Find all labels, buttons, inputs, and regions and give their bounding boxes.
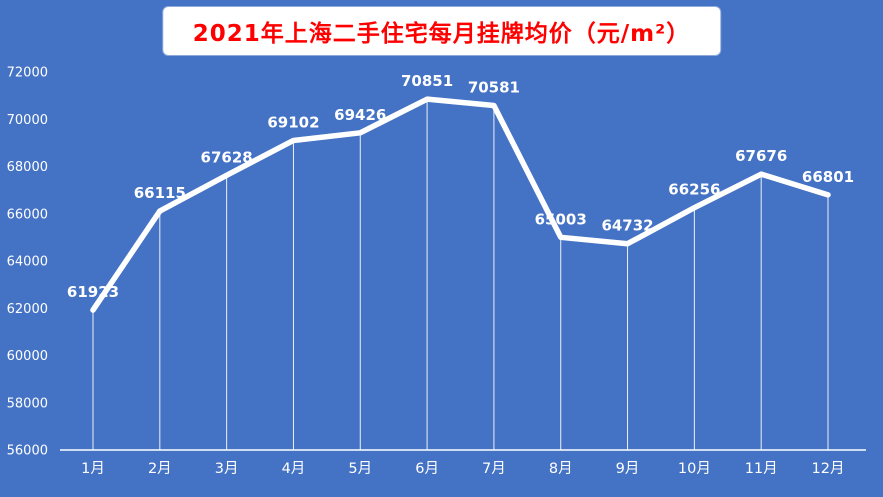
- x-axis-label: 6月: [415, 461, 439, 477]
- chart-title: 2021年上海二手住宅每月挂牌均价（元/m²）: [192, 21, 691, 47]
- x-axis-label: 10月: [678, 461, 711, 477]
- data-point-label: 67676: [735, 147, 787, 165]
- x-axis-label: 11月: [745, 461, 778, 477]
- x-axis-label: 4月: [282, 461, 306, 477]
- data-point-label: 65003: [535, 210, 587, 228]
- data-point-label: 70851: [401, 72, 453, 90]
- x-axis-label: 12月: [812, 461, 845, 477]
- y-axis-label: 72000: [7, 66, 48, 81]
- data-point-label: 64732: [601, 217, 653, 235]
- series-line: [90, 96, 831, 313]
- y-axis-label: 64000: [7, 255, 48, 270]
- chart-title-banner: 2021年上海二手住宅每月挂牌均价（元/m²）: [162, 7, 721, 55]
- y-axis-label: 70000: [7, 113, 48, 128]
- data-point-label: 67628: [201, 148, 253, 166]
- data-point-label: 66115: [134, 184, 186, 202]
- y-axis-label: 58000: [7, 396, 48, 411]
- data-point-label: 66256: [668, 181, 720, 199]
- x-axis-label: 7月: [482, 461, 506, 477]
- x-axis-label: 3月: [215, 461, 239, 477]
- data-point-label: 61923: [67, 283, 119, 301]
- x-axis-label: 8月: [549, 461, 573, 477]
- y-axis-label: 62000: [7, 302, 48, 317]
- x-axis-label: 5月: [348, 461, 372, 477]
- y-axis-label: 56000: [7, 444, 48, 459]
- y-axis-label: 68000: [7, 160, 48, 175]
- data-point-label: 69102: [267, 113, 319, 131]
- x-axis-label: 1月: [81, 461, 105, 477]
- y-axis-label: 60000: [7, 349, 48, 364]
- x-axis-label: 9月: [616, 461, 640, 477]
- y-axis-label: 66000: [7, 207, 48, 222]
- data-point-label: 70581: [468, 79, 520, 97]
- x-axis-label: 2月: [148, 461, 172, 477]
- data-point-label: 69426: [334, 106, 386, 124]
- data-point-label: 66801: [802, 168, 854, 186]
